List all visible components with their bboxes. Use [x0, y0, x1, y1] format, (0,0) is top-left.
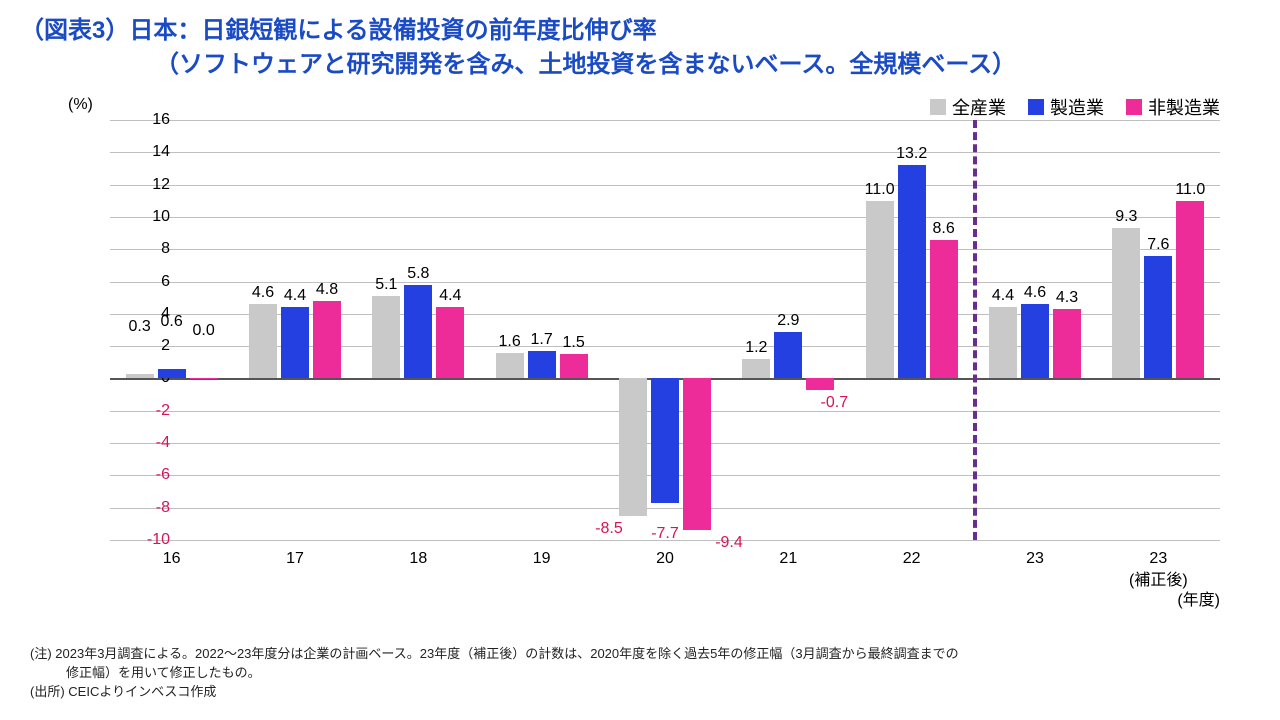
bar	[249, 304, 277, 378]
y-tick: 0	[60, 369, 170, 387]
bar	[372, 296, 400, 378]
y-tick: 16	[60, 111, 170, 129]
bar	[683, 378, 711, 530]
bar	[989, 307, 1017, 378]
y-tick: 2	[60, 337, 170, 355]
value-label: 13.2	[887, 145, 937, 163]
x-tick: 22	[867, 540, 957, 570]
bar	[560, 354, 588, 378]
y-tick: 10	[60, 208, 170, 226]
bar	[930, 240, 958, 379]
footnote-1b: 修正幅）を用いて修正したもの。	[30, 664, 959, 683]
y-tick: -2	[60, 402, 170, 420]
x-tick: 17	[250, 540, 340, 570]
chart-container: (%) 全産業 製造業 非製造業 -10-8-6-4-2024681012141…	[40, 100, 1240, 620]
y-tick: 8	[60, 240, 170, 258]
footnote-1: (注) 2023年3月調査による。2022～23年度分は企業の計画ベース。23年…	[30, 645, 959, 664]
bar	[496, 353, 524, 379]
chart-title: （図表3）日本：日銀短観による設備投資の前年度比伸び率 （ソフトウェアと研究開発…	[0, 0, 1280, 81]
grid-line	[110, 249, 1220, 250]
bar	[774, 332, 802, 379]
value-label: 0.0	[179, 322, 229, 340]
value-label: 5.8	[393, 265, 443, 283]
value-label: 4.3	[1042, 289, 1092, 307]
value-label: -0.7	[809, 394, 859, 412]
y-tick: -4	[60, 434, 170, 452]
bar	[1176, 201, 1204, 379]
x-tick: 20	[620, 540, 710, 570]
footnote-2: (出所) CEICよりインベスコ作成	[30, 683, 959, 702]
grid-line	[110, 152, 1220, 153]
bar	[436, 307, 464, 378]
x-tick: 16	[127, 540, 217, 570]
grid-line	[110, 508, 1220, 509]
legend-label-all: 全産業	[952, 94, 1006, 120]
legend-item-mfg: 製造業	[1028, 94, 1104, 120]
bar	[190, 378, 218, 379]
bar	[651, 378, 679, 502]
bar	[1144, 256, 1172, 379]
footnotes: (注) 2023年3月調査による。2022～23年度分は企業の計画ベース。23年…	[30, 645, 959, 702]
legend-swatch-nonmfg	[1126, 99, 1142, 115]
legend-item-nonmfg: 非製造業	[1126, 94, 1220, 120]
bar	[528, 351, 556, 378]
x-tick: 23(補正後)	[1113, 540, 1203, 593]
value-label: 8.6	[919, 220, 969, 238]
y-tick: -8	[60, 499, 170, 517]
grid-line	[110, 185, 1220, 186]
value-label: 4.4	[425, 287, 475, 305]
grid-line	[110, 282, 1220, 283]
value-label: 1.5	[549, 334, 599, 352]
bar	[898, 165, 926, 378]
legend-item-all: 全産業	[930, 94, 1006, 120]
y-tick: 6	[60, 273, 170, 291]
x-axis-unit: (年度)	[1177, 586, 1220, 610]
x-tick: 18	[373, 540, 463, 570]
title-line-1: （図表3）日本：日銀短観による設備投資の前年度比伸び率	[20, 14, 1260, 48]
bar	[866, 201, 894, 379]
legend-swatch-all	[930, 99, 946, 115]
bar	[158, 369, 186, 379]
bar	[126, 374, 154, 379]
bar	[281, 307, 309, 378]
legend-swatch-mfg	[1028, 99, 1044, 115]
y-tick: 14	[60, 143, 170, 161]
grid-line	[110, 217, 1220, 218]
plot-area: -10-8-6-4-20246810121416160.30.60.0174.6…	[110, 120, 1220, 540]
legend-label-mfg: 製造業	[1050, 94, 1104, 120]
value-label: 4.8	[302, 281, 352, 299]
bar	[806, 378, 834, 389]
bar	[619, 378, 647, 515]
x-tick: 23	[990, 540, 1080, 570]
y-tick: -6	[60, 466, 170, 484]
bar	[1021, 304, 1049, 378]
value-label: -8.5	[584, 520, 634, 538]
title-line-2: （ソフトウェアと研究開発を含み、土地投資を含まないベース。全規模ベース）	[20, 48, 1260, 82]
bar	[1053, 309, 1081, 378]
value-label: 11.0	[1165, 181, 1215, 199]
value-label: 2.9	[763, 312, 813, 330]
y-tick: 12	[60, 176, 170, 194]
divider-line	[973, 120, 977, 540]
grid-line	[110, 120, 1220, 121]
x-tick: 19	[497, 540, 587, 570]
legend-label-nonmfg: 非製造業	[1148, 94, 1220, 120]
value-label: 9.3	[1101, 208, 1151, 226]
x-tick: 21	[743, 540, 833, 570]
bar	[313, 301, 341, 379]
bar	[742, 359, 770, 378]
legend: 全産業 製造業 非製造業	[930, 94, 1220, 120]
